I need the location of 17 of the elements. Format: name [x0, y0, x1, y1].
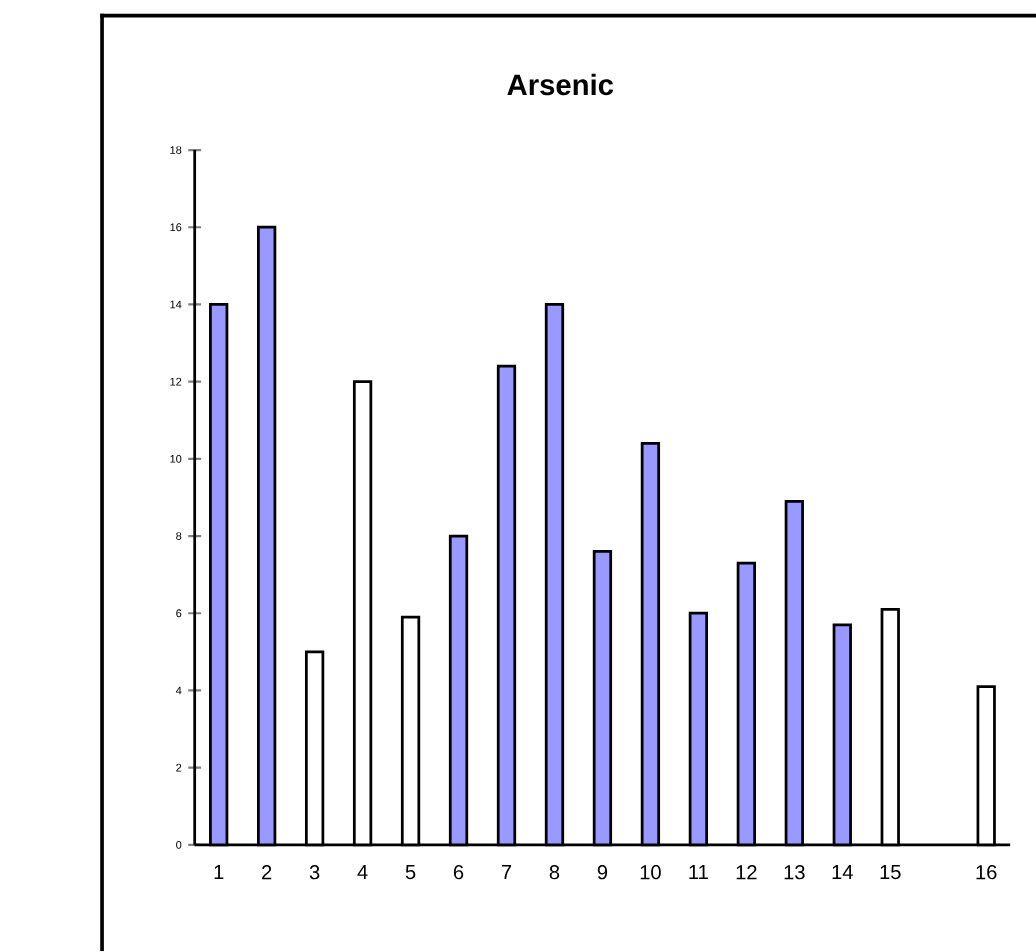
x-tick-label: 2: [262, 865, 272, 880]
x-tick-label: 13: [784, 865, 805, 880]
x-tick-label: 15: [880, 865, 901, 880]
x-tick-label: 8: [549, 865, 560, 880]
x-tick-label: 7: [501, 865, 512, 880]
x-tick-label: 10: [640, 865, 661, 880]
x-tick-label: 16: [976, 865, 997, 880]
x-tick-label: 1: [214, 865, 224, 880]
x-tick-label: 14: [832, 865, 853, 880]
x-tick-label: 5: [405, 865, 416, 880]
chart-title: Arsenic: [507, 74, 614, 96]
x-tick-label: 6: [453, 865, 464, 880]
x-tick-label: 3: [309, 865, 320, 880]
x-tick-label: 12: [736, 865, 757, 880]
x-tick-label: 4: [357, 865, 368, 880]
x-tick-label: 9: [597, 865, 608, 880]
x-tick-label: 11: [689, 865, 708, 880]
